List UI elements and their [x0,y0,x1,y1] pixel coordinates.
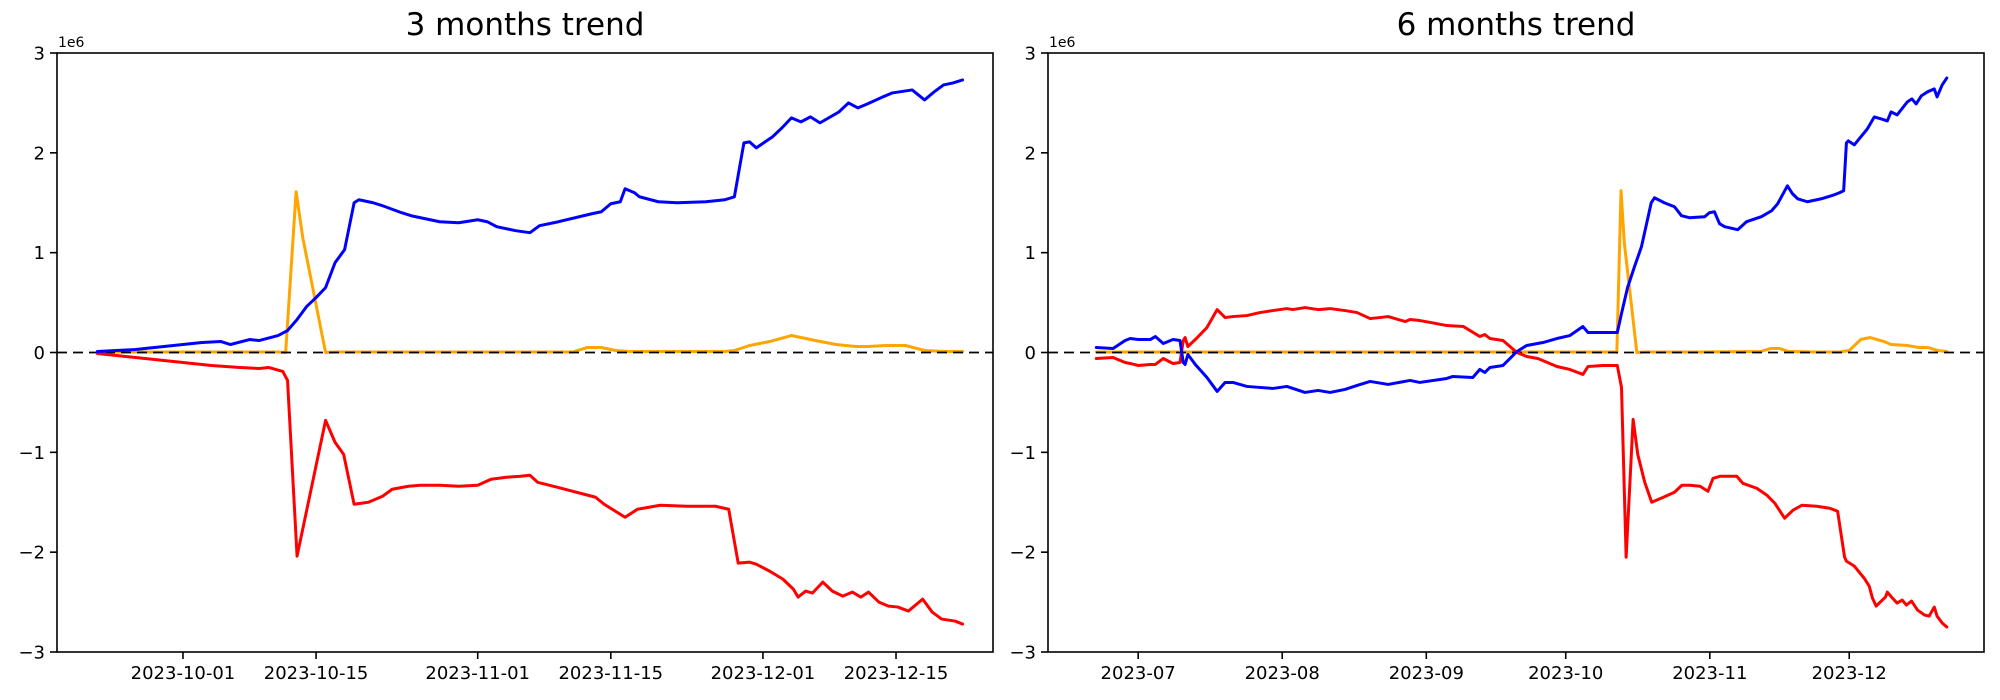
x-tick-label: 2023-12-15 [844,663,949,684]
orange-line-series [95,190,965,354]
x-tick-label: 2023-08 [1245,663,1320,684]
y-tick-label: −1 [1009,443,1036,464]
x-tick-label: 2023-07 [1101,663,1176,684]
x-tick-label: 2023-10 [1528,663,1603,684]
y-tick-label: −1 [18,443,45,464]
y-tick-label: −2 [18,543,45,564]
red-line-series [95,352,965,626]
x-tick-label: 2023-09 [1389,663,1464,684]
x-tick-label: 2023-12 [1812,663,1887,684]
chart-6-months: 3 2 1 0 −1 −2 −3 2023-07 2023-08 2023-09 2023-10 20… [1009,44,1985,684]
x-tick-label: 2023-12-01 [711,663,816,684]
x-tick-label: 2023-10-01 [131,663,236,684]
x-tick-label: 2023-11 [1672,663,1747,684]
y-tick-label: 1 [1025,243,1036,264]
blue-line-series [1094,76,1949,394]
y-axis-offset-label-left: 1e6 [58,35,85,51]
y-tick-label: 1 [34,243,45,264]
y-axis-offset-label-right: 1e6 [1049,35,1076,51]
red-line-series [1094,306,1949,629]
y-tick-label: 0 [34,343,45,364]
chart-title-6-months: 6 months trend [1397,7,1636,43]
y-tick-label: 3 [34,44,45,65]
chart-title-3-months: 3 months trend [406,7,645,43]
y-tick-label: −3 [18,643,45,664]
blue-line-series [95,78,965,353]
y-tick-label: −2 [1009,543,1036,564]
y-tick-label: 2 [34,143,45,164]
y-tick-label: 3 [1025,44,1036,65]
x-tick-label: 2023-11-01 [425,663,530,684]
chart-3-months: 3 2 1 0 −1 −2 −3 2023-10-01 2023-10-15 2023-11-01… [18,44,994,684]
x-tick-label: 2023-10-15 [264,663,369,684]
y-tick-label: 0 [1025,343,1036,364]
y-tick-label: −3 [1009,643,1036,664]
x-tick-label: 2023-11-15 [558,663,663,684]
y-tick-label: 2 [1025,143,1036,164]
